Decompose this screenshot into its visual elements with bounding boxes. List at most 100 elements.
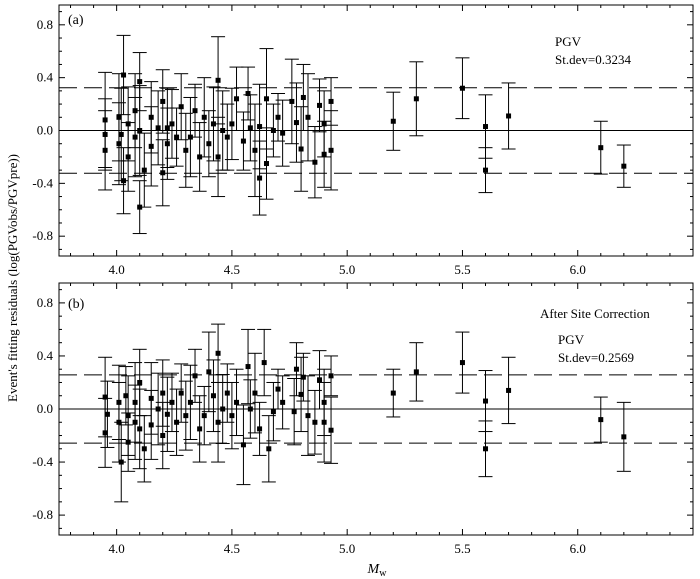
y-tick-label: 0.0 [37, 401, 53, 416]
data-point [593, 120, 608, 175]
point-marker [247, 125, 253, 131]
point-marker [210, 393, 216, 399]
data-point [317, 368, 332, 437]
point-marker [280, 130, 286, 136]
point-marker [275, 114, 281, 120]
point-marker [141, 167, 147, 173]
point-marker [263, 96, 269, 102]
point-marker [321, 121, 327, 127]
x-tick-label: 6.0 [570, 262, 586, 277]
point-marker [252, 147, 258, 153]
point-marker [116, 141, 122, 147]
data-point [478, 420, 493, 478]
data-point [241, 328, 256, 405]
point-marker [178, 390, 184, 396]
data-point [137, 132, 152, 208]
data-point [287, 377, 302, 446]
point-marker [234, 399, 240, 405]
point-marker [215, 77, 221, 83]
point-marker [293, 120, 299, 126]
data-point [252, 401, 267, 456]
point-marker [240, 442, 246, 448]
point-marker [160, 390, 166, 396]
data-point [114, 87, 129, 182]
point-marker [275, 386, 281, 392]
data-point [121, 122, 136, 192]
point-marker [164, 411, 170, 417]
panel-label: (a) [68, 13, 84, 28]
point-marker [102, 131, 108, 137]
point-marker [206, 141, 212, 147]
y-tick-label: -0.8 [32, 228, 53, 243]
point-marker [621, 163, 627, 169]
point-marker [598, 145, 604, 151]
y-tick-label: 0.0 [37, 123, 53, 138]
point-marker [118, 459, 124, 465]
data-point [100, 380, 115, 448]
data-point [236, 404, 251, 486]
point-marker [317, 377, 323, 383]
point-marker [118, 131, 124, 137]
point-marker [169, 399, 175, 405]
y-tick-label: 0.8 [37, 295, 53, 310]
point-marker [104, 411, 110, 417]
point-marker [155, 125, 161, 131]
data-point [324, 110, 339, 191]
data-point [616, 401, 631, 472]
point-marker [261, 360, 267, 366]
point-marker [506, 387, 512, 393]
data-point [593, 396, 608, 443]
point-marker [201, 114, 207, 120]
panel-label: (b) [68, 297, 85, 312]
data-point [294, 356, 309, 433]
point-marker [137, 426, 143, 432]
annotation-text: After Site Correction [540, 306, 650, 321]
data-point [241, 66, 256, 121]
x-tick-label: 4.5 [224, 262, 240, 277]
x-axis-label-sub: w [379, 568, 387, 579]
point-marker [305, 413, 311, 419]
data-point [116, 147, 131, 215]
point-marker [459, 85, 465, 91]
point-marker [229, 121, 235, 127]
point-marker [220, 406, 226, 412]
data-point [300, 375, 315, 456]
point-marker [280, 399, 286, 405]
data-point [294, 106, 309, 192]
x-axis-label-main: M [367, 562, 381, 577]
point-marker [257, 426, 263, 432]
point-marker [252, 390, 258, 396]
data-point [271, 93, 286, 142]
data-point [275, 375, 290, 430]
point-marker [121, 178, 127, 184]
point-marker [160, 433, 166, 439]
point-marker [257, 124, 263, 130]
data-point [409, 342, 424, 402]
point-marker [155, 406, 161, 412]
point-marker [197, 426, 203, 432]
point-marker [312, 159, 318, 165]
point-marker [178, 104, 184, 110]
point-marker [483, 446, 489, 452]
point-marker [240, 138, 246, 144]
point-marker [192, 108, 198, 114]
data-point [409, 61, 424, 137]
annotation-text: St.dev=0.3234 [555, 52, 631, 67]
point-marker [215, 419, 221, 425]
point-marker [413, 96, 419, 102]
y-axis-label: Event's fitting residuals (log(PGVobs/PG… [5, 154, 20, 402]
point-marker [263, 161, 269, 167]
point-marker [328, 147, 334, 153]
point-marker [220, 128, 226, 133]
point-marker [328, 427, 334, 433]
annotation-text: PGV [555, 34, 582, 49]
point-marker [183, 413, 189, 419]
data-point [259, 127, 274, 200]
point-marker [192, 373, 198, 379]
point-marker [123, 393, 129, 399]
data-point [317, 90, 332, 158]
data-point [616, 144, 631, 188]
y-tick-label: -0.4 [32, 175, 53, 190]
point-marker [229, 413, 235, 419]
point-marker [506, 113, 512, 119]
